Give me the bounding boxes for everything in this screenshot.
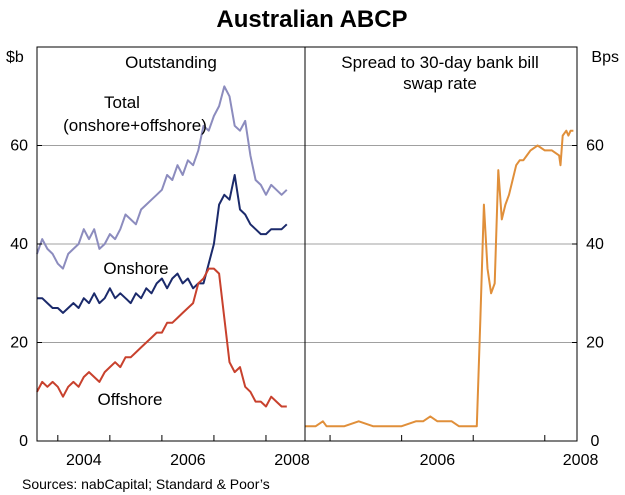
left-y-tick-60: 60: [10, 138, 28, 155]
right-y-tick-20: 20: [586, 335, 604, 352]
onshore-series-label: Onshore: [103, 259, 168, 278]
left-unit-label: $b: [6, 49, 24, 66]
right-x-tick-2006: 2006: [420, 452, 456, 469]
right-y-tick-40: 40: [586, 236, 604, 253]
left-panel-series: [36, 85, 288, 408]
offshore-series-label: Offshore: [98, 390, 163, 409]
left-y-tick-20: 20: [10, 335, 28, 352]
right-y-tick-60: 60: [586, 138, 604, 155]
chart-title: Australian ABCP: [216, 6, 407, 33]
right-y-tick-0: 0: [591, 433, 600, 450]
source-note: Sources: nabCapital; Standard & Poor’s: [22, 476, 270, 492]
left-x-tick-2004: 2004: [66, 452, 102, 469]
right-unit-label: Bps: [591, 49, 619, 66]
left-x-tick-2006: 2006: [170, 452, 206, 469]
series-line-spread: [305, 129, 574, 428]
left-y-tick-0: 0: [19, 433, 28, 450]
series-line-total: [36, 85, 288, 270]
tick-labels: 0 20 40 60 0 20 40 60 2004 2006 2008 2006 2008: [10, 138, 604, 470]
right-panel-title-line1: Spread to 30-day bank bill: [341, 53, 539, 72]
total-series-label: Total: [104, 93, 140, 112]
right-panel-series: [305, 129, 574, 428]
left-panel-title: Outstanding: [125, 53, 217, 72]
left-y-tick-40: 40: [10, 236, 28, 253]
right-x-tick-2008: 2008: [563, 452, 599, 469]
left-x-tick-2008: 2008: [274, 452, 310, 469]
series-line-onshore: [37, 174, 288, 314]
total-series-sublabel: (onshore+offshore): [63, 116, 207, 135]
right-panel-title-line2: swap rate: [403, 74, 477, 93]
series-line-offshore: [36, 267, 287, 408]
